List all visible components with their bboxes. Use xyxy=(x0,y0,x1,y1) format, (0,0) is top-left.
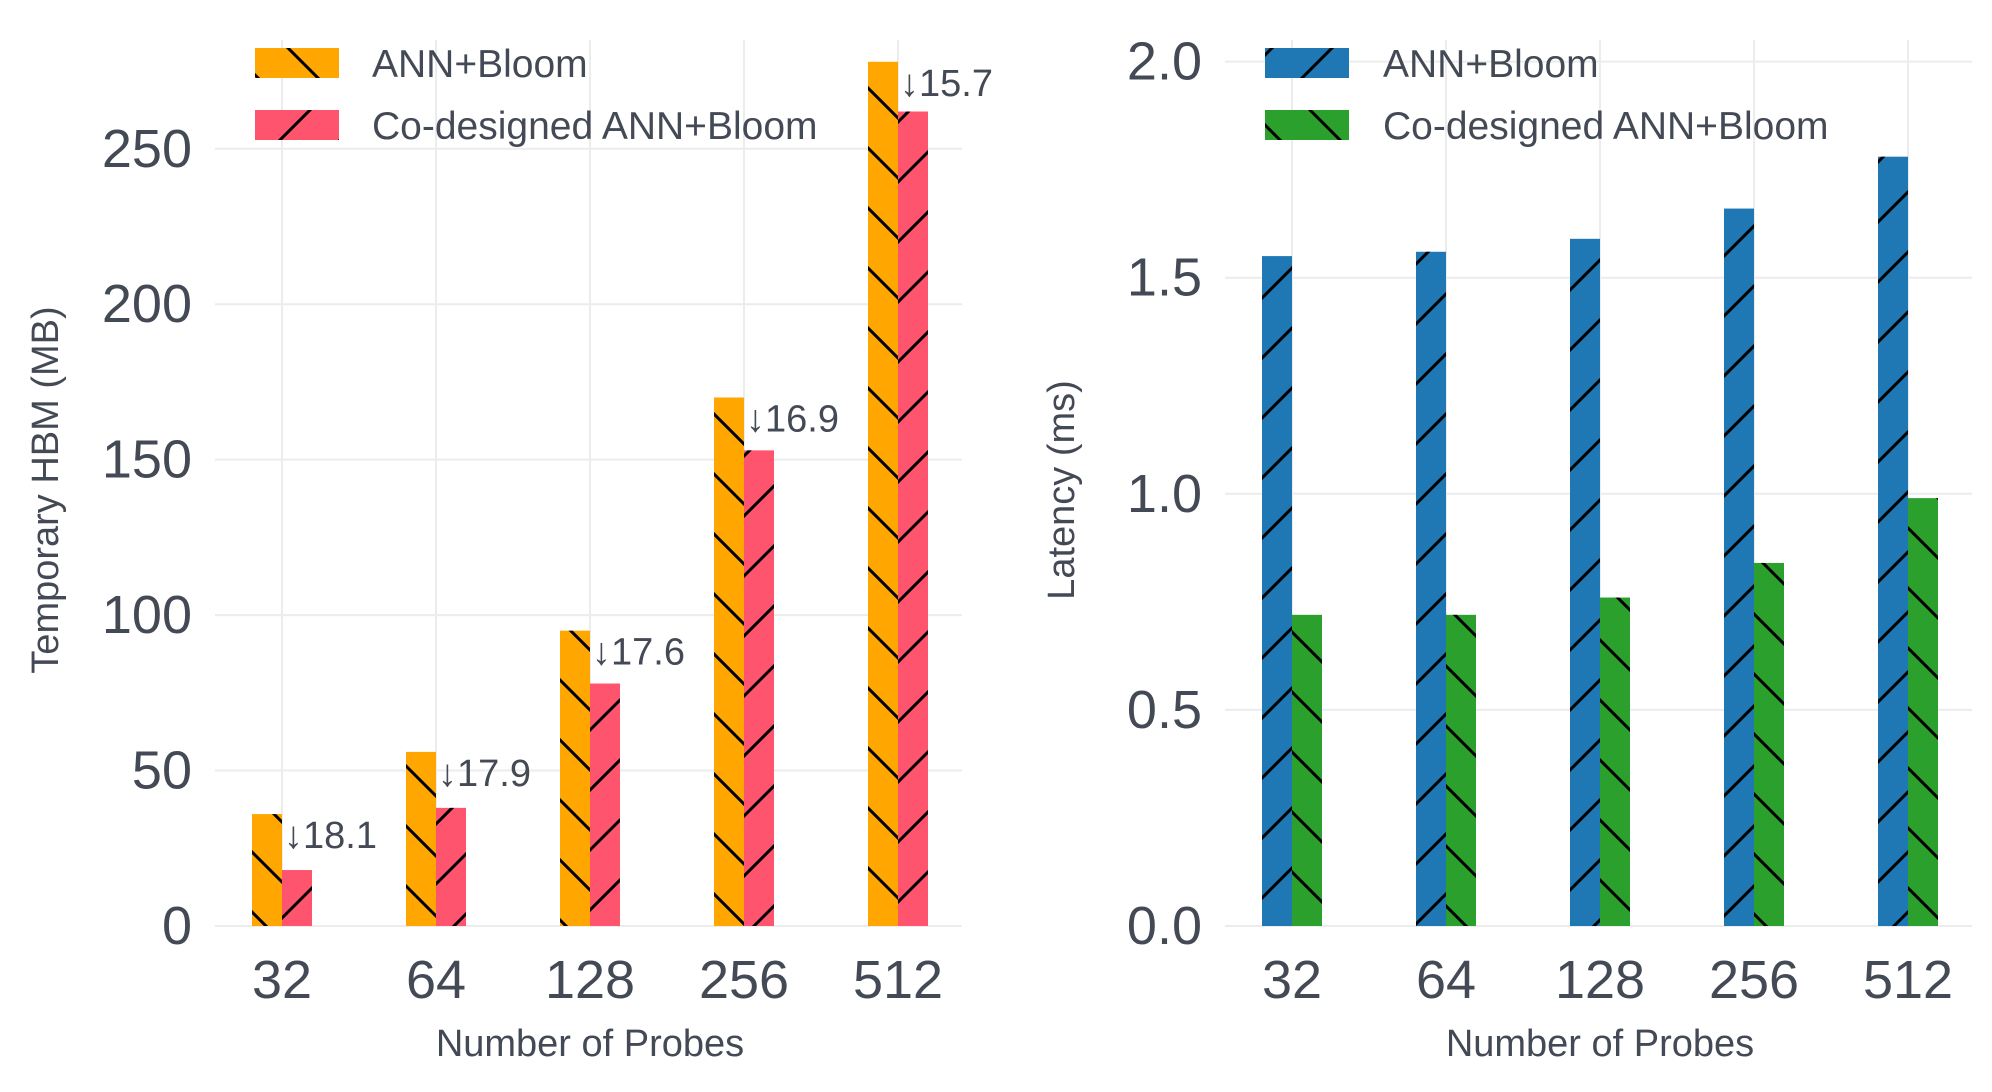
hbm-x-tick-label-4: 512 xyxy=(853,950,943,1010)
latency-x-tick-label-2: 128 xyxy=(1555,950,1645,1010)
latency-y-tick-label-4: 2.0 xyxy=(1127,32,1202,92)
hbm-x-tick-label-0: 32 xyxy=(252,950,312,1010)
latency-y-axis-label: Latency (ms) xyxy=(1041,380,1083,600)
hbm-y-tick-label-2: 100 xyxy=(102,585,192,645)
hbm-y-tick-label-3: 150 xyxy=(102,430,192,490)
latency-x-ticks: 32 64 128 256 512 xyxy=(1262,950,1953,1010)
hbm-annotations: ↓18.1 ↓17.9 ↓17.6 ↓16.9 ↓15.7 xyxy=(284,63,993,857)
latency-bar-hatch-s1-256 xyxy=(1754,562,1784,926)
latency-y-tick-label-1: 0.5 xyxy=(1127,680,1202,740)
latency-legend-swatch-co-designed-hatch xyxy=(1265,110,1349,140)
latency-x-axis-label: Number of Probes xyxy=(1446,1023,1754,1065)
hbm-bar-hatch-s1-32 xyxy=(282,870,312,926)
hbm-x-ticks: 32 64 128 256 512 xyxy=(252,950,943,1010)
hbm-legend-swatch-co-designed-hatch xyxy=(255,110,339,140)
latency-legend: ANN+Bloom Co-designed ANN+Bloom xyxy=(1265,43,1829,148)
latency-y-tick-label-2: 1.0 xyxy=(1127,464,1202,524)
hbm-y-tick-label-5: 250 xyxy=(102,119,192,179)
hbm-y-axis-label: Temporary HBM (MB) xyxy=(25,306,67,673)
hbm-legend: ANN+Bloom Co-designed ANN+Bloom xyxy=(255,43,818,148)
hbm-bars xyxy=(252,61,928,926)
latency-bar-hatch-s0-64 xyxy=(1416,251,1446,926)
hbm-legend-label-co-designed: Co-designed ANN+Bloom xyxy=(372,105,818,148)
latency-x-tick-label-3: 256 xyxy=(1709,950,1799,1010)
hbm-legend-swatch-ann-bloom-hatch xyxy=(255,48,339,78)
hbm-bar-hatch-s1-256 xyxy=(744,450,774,926)
latency-y-tick-label-3: 1.5 xyxy=(1127,248,1202,308)
hbm-chart: ↓18.1 ↓17.9 ↓17.6 ↓16.9 ↓15.7 0 50 100 150 200 25… xyxy=(25,40,993,1065)
latency-x-tick-label-1: 64 xyxy=(1416,950,1476,1010)
hbm-bar-hatch-s0-64 xyxy=(406,751,436,926)
hbm-annotation-64: ↓17.9 xyxy=(438,753,531,795)
hbm-y-tick-label-4: 200 xyxy=(102,274,192,334)
latency-bar-hatch-s1-512 xyxy=(1908,498,1938,926)
hbm-y-tick-label-1: 50 xyxy=(132,741,192,801)
hbm-bar-hatch-s1-128 xyxy=(590,683,620,926)
latency-bar-hatch-s1-64 xyxy=(1446,614,1476,926)
hbm-bar-hatch-s1-64 xyxy=(436,807,466,926)
latency-bar-hatch-s0-512 xyxy=(1878,156,1908,926)
latency-legend-label-ann-bloom: ANN+Bloom xyxy=(1383,43,1599,86)
latency-chart: 0.0 0.5 1.0 1.5 2.0 32 64 128 256 512 Latency (m… xyxy=(1041,32,1972,1065)
hbm-bar-hatch-s0-512 xyxy=(868,61,898,926)
hbm-x-axis-label: Number of Probes xyxy=(436,1023,744,1065)
latency-x-tick-label-0: 32 xyxy=(1262,950,1322,1010)
hbm-legend-label-ann-bloom: ANN+Bloom xyxy=(372,43,588,86)
hbm-annotation-512: ↓15.7 xyxy=(900,63,993,105)
latency-y-ticks: 0.0 0.5 1.0 1.5 2.0 xyxy=(1127,32,1202,956)
hbm-bar-hatch-s0-32 xyxy=(252,814,282,926)
hbm-annotation-256: ↓16.9 xyxy=(746,399,839,441)
hbm-y-tick-label-0: 0 xyxy=(162,896,192,956)
hbm-x-tick-label-2: 128 xyxy=(545,950,635,1010)
hbm-annotation-32: ↓18.1 xyxy=(284,815,377,857)
latency-bar-hatch-s0-32 xyxy=(1262,256,1292,927)
latency-legend-label-co-designed: Co-designed ANN+Bloom xyxy=(1383,105,1829,148)
hbm-x-tick-label-1: 64 xyxy=(406,950,466,1010)
hbm-annotation-128: ↓17.6 xyxy=(592,632,685,674)
latency-legend-swatch-ann-bloom-hatch xyxy=(1265,48,1349,78)
latency-bar-hatch-s0-128 xyxy=(1570,238,1600,926)
hbm-bar-hatch-s0-256 xyxy=(714,397,744,926)
hbm-bar-hatch-s1-512 xyxy=(898,111,928,926)
hbm-bar-hatch-s0-128 xyxy=(560,630,590,926)
latency-y-tick-label-0: 0.0 xyxy=(1127,896,1202,956)
latency-bar-hatch-s1-128 xyxy=(1600,597,1630,926)
latency-bars xyxy=(1262,156,1938,927)
latency-bar-hatch-s1-32 xyxy=(1292,614,1322,926)
hbm-x-tick-label-3: 256 xyxy=(699,950,789,1010)
latency-x-tick-label-4: 512 xyxy=(1863,950,1953,1010)
hbm-y-ticks: 0 50 100 150 200 250 xyxy=(102,119,192,956)
latency-bar-hatch-s0-256 xyxy=(1724,208,1754,926)
